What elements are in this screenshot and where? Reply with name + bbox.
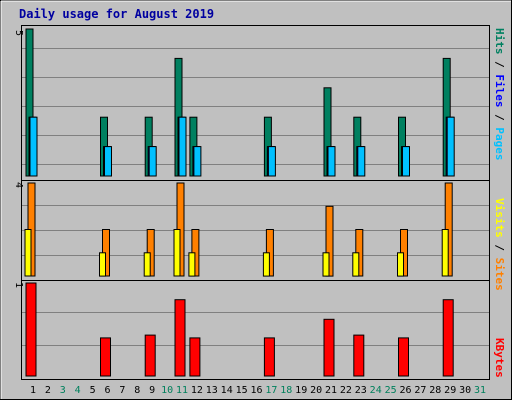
x-tick-label-day-14: 14 [221, 385, 233, 396]
bar-kbytes-day-11 [174, 299, 186, 377]
y-max-label-kbytes: 1 [13, 282, 24, 288]
x-tick-label-day-5: 5 [90, 385, 96, 396]
x-tick-label-day-19: 19 [295, 385, 307, 396]
bar-kbytes-day-23 [353, 334, 365, 377]
x-tick-label-day-10: 10 [161, 385, 173, 396]
bar-sites-day-23 [352, 252, 360, 277]
x-tick-label-day-4: 4 [75, 385, 81, 396]
bar-sites-day-1 [24, 229, 32, 277]
bar-kbytes-day-1 [25, 282, 37, 377]
legend-visits-sites: Visits / Sites [493, 198, 506, 291]
x-tick-label-day-28: 28 [429, 385, 441, 396]
bar-sites-day-6 [99, 252, 106, 277]
x-tick-label-day-9: 9 [149, 385, 155, 396]
x-tick-label-day-20: 20 [310, 385, 322, 396]
x-tick-label-day-8: 8 [134, 385, 140, 396]
legend-sites: Sites [493, 258, 506, 291]
x-tick-label-day-29: 29 [444, 385, 456, 396]
bar-pages-day-9 [148, 146, 157, 177]
x-tick-label-day-26: 26 [399, 385, 411, 396]
bar-pages-day-6 [104, 146, 112, 177]
bar-kbytes-day-12 [189, 337, 201, 377]
x-tick-label-day-17: 17 [265, 385, 277, 396]
bar-sites-day-26 [397, 252, 404, 277]
x-tick-label-day-30: 30 [459, 385, 471, 396]
bar-pages-day-29 [446, 116, 455, 177]
legend-hits-files-pages: Hits / Files / Pages [493, 28, 506, 161]
bar-pages-day-26 [402, 146, 410, 177]
y-max-label-hits: 5 [13, 30, 24, 36]
x-tick-label-day-31: 31 [474, 385, 486, 396]
bar-sites-day-21 [322, 252, 330, 277]
x-tick-label-day-21: 21 [325, 385, 337, 396]
x-tick-label-day-23: 23 [355, 385, 367, 396]
bar-pages-day-21 [327, 146, 336, 177]
bar-kbytes-day-21 [323, 318, 335, 377]
legend-sep-1: / [493, 55, 506, 75]
x-tick-label-day-11: 11 [176, 385, 188, 396]
bar-pages-day-17 [267, 146, 276, 177]
legend-hits: Hits [493, 28, 506, 55]
x-tick-label-day-18: 18 [280, 385, 292, 396]
legend-sep-3: / [493, 238, 506, 258]
bar-sites-day-17 [262, 252, 270, 277]
bar-kbytes-day-26 [398, 337, 409, 377]
y-max-label-visits: 4 [13, 182, 24, 188]
bar-sites-day-29 [441, 229, 449, 277]
x-tick-label-day-22: 22 [340, 385, 352, 396]
bar-kbytes-day-6 [100, 337, 111, 377]
bar-sites-day-12 [188, 252, 196, 277]
bar-kbytes-day-17 [263, 337, 275, 377]
bar-pages-day-23 [357, 146, 366, 177]
legend-kbytes: KBytes [493, 338, 506, 378]
bar-kbytes-day-9 [144, 334, 156, 377]
bar-pages-day-1 [29, 116, 38, 177]
bar-sites-day-9 [143, 252, 151, 277]
chart-title: Daily usage for August 2019 [19, 7, 214, 21]
x-tick-label-day-7: 7 [119, 385, 125, 396]
panel-kbytes-bg [21, 280, 490, 380]
x-tick-label-day-25: 25 [385, 385, 397, 396]
legend-files: Files [493, 74, 506, 107]
x-tick-label-day-13: 13 [206, 385, 218, 396]
grid-lines [22, 48, 489, 346]
panel-hits-bg [21, 25, 490, 180]
bar-sites-day-11 [173, 229, 181, 277]
plot-border [21, 25, 490, 380]
legend-visits: Visits [493, 198, 506, 238]
x-tick-label-day-16: 16 [250, 385, 262, 396]
x-tick-label-day-27: 27 [414, 385, 426, 396]
bar-kbytes-day-29 [442, 299, 454, 377]
x-tick-label-day-1: 1 [30, 385, 36, 396]
x-tick-label-day-12: 12 [191, 385, 203, 396]
bar-pages-day-11 [178, 116, 187, 177]
legend-pages: Pages [493, 127, 506, 160]
x-tick-label-day-24: 24 [370, 385, 382, 396]
x-tick-label-day-15: 15 [236, 385, 248, 396]
legend-sep-2: / [493, 108, 506, 128]
x-tick-label-day-3: 3 [60, 385, 66, 396]
x-axis-labels: 1 2 3 4 5 6 7 8 9 10 11 12 13 14 15 16 17 18 19 20 21 22 23 24 2… [30, 385, 486, 396]
x-tick-label-day-2: 2 [45, 385, 51, 396]
bar-pages-day-12 [193, 146, 202, 177]
bars [24, 28, 455, 377]
x-tick-label-day-6: 6 [104, 385, 110, 396]
